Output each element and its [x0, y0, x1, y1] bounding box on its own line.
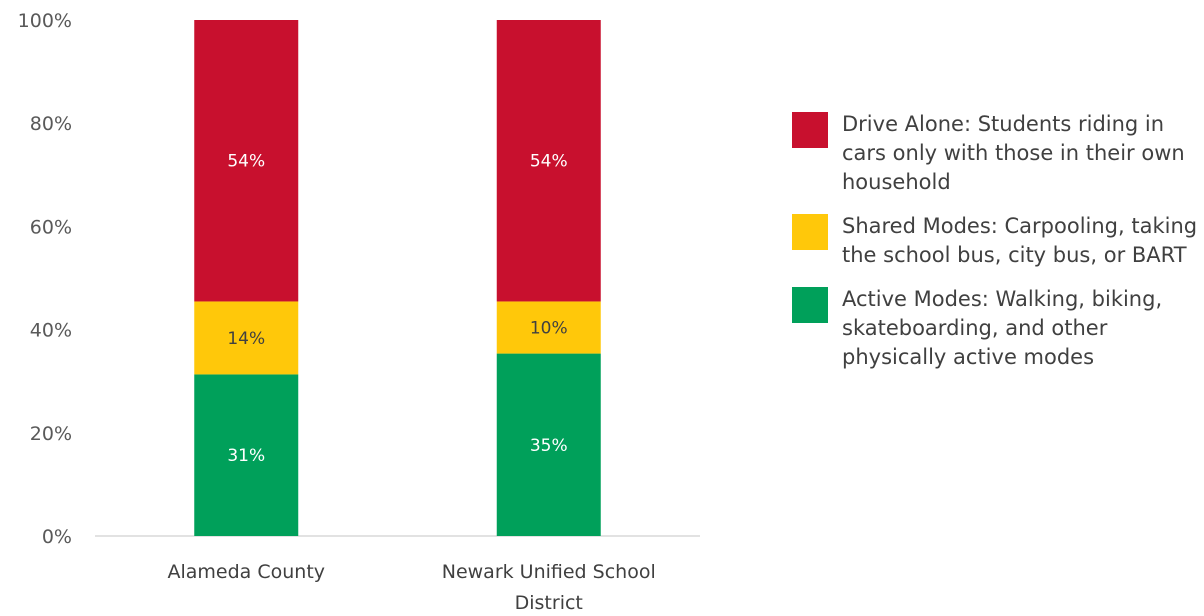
legend-item-drive-alone: Drive Alone: Students riding in cars onl… — [792, 110, 1202, 197]
y-tick-label: 20% — [30, 423, 72, 445]
bar-active-modes-alameda-county — [194, 374, 299, 536]
legend-label-shared-modes: Shared Modes: Carpooling, taking the sch… — [842, 214, 1198, 267]
legend-swatch-drive-alone — [792, 112, 828, 148]
legend-item-shared-modes: Shared Modes: Carpooling, taking the sch… — [792, 212, 1202, 270]
data-label-drive-alone-alameda-county: 54% — [227, 152, 265, 172]
bar-drive-alone-alameda-county — [194, 20, 299, 302]
x-category-label-newark-unified: Newark Unified School District — [442, 561, 656, 614]
y-tick-label: 60% — [30, 216, 72, 238]
legend-label-active-modes: Active Modes: Walking, biking, skateboar… — [842, 287, 1163, 369]
y-tick-label: 100% — [18, 10, 72, 32]
legend-item-active-modes: Active Modes: Walking, biking, skateboar… — [792, 285, 1202, 372]
legend-swatch-shared-modes — [792, 214, 828, 250]
bar-shared-modes-alameda-county — [194, 301, 299, 375]
data-label-shared-modes-alameda-county: 14% — [227, 329, 265, 349]
y-tick-label: 40% — [30, 320, 72, 342]
legend-label-drive-alone: Drive Alone: Students riding in cars onl… — [842, 112, 1185, 194]
legend-swatch-active-modes — [792, 287, 828, 323]
data-label-shared-modes-newark-unified: 10% — [530, 319, 568, 339]
data-label-active-modes-newark-unified: 35% — [530, 436, 568, 456]
y-tick-label: 0% — [42, 526, 72, 548]
data-label-active-modes-alameda-county: 31% — [227, 446, 265, 466]
data-label-drive-alone-newark-unified: 54% — [530, 152, 568, 172]
bar-active-modes-newark-unified — [496, 353, 601, 536]
bar-shared-modes-newark-unified — [496, 301, 601, 354]
x-category-label-alameda-county: Alameda County — [167, 561, 325, 583]
chart-legend: Drive Alone: Students riding in cars onl… — [792, 110, 1202, 387]
y-tick-label: 80% — [30, 113, 72, 135]
bar-drive-alone-newark-unified — [496, 20, 601, 302]
